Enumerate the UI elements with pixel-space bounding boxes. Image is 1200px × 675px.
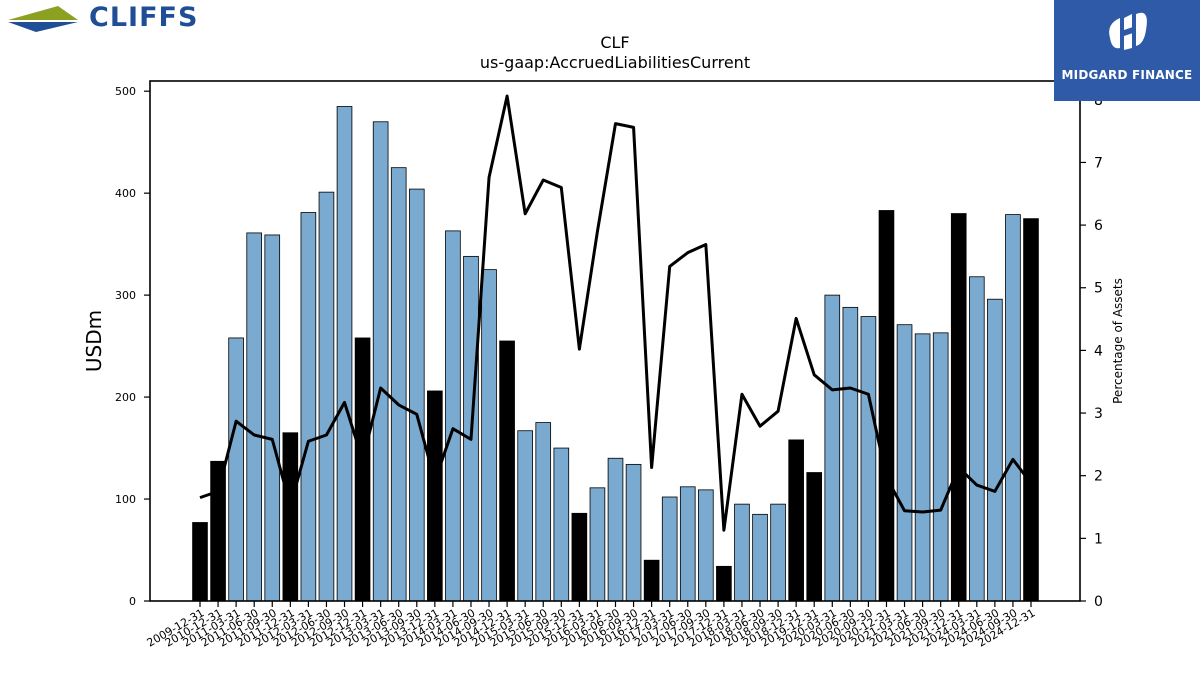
bar-2011-12-31 xyxy=(282,432,299,602)
bar-2024-06-30 xyxy=(987,298,1003,602)
left-y-axis: 0 100 200 300 400 500 xyxy=(115,85,150,608)
y-tick-label: 0 xyxy=(129,595,136,608)
bar-2016-06-30 xyxy=(607,457,624,602)
y2-tick-label: 0 xyxy=(1094,594,1103,610)
y-axis-label: USDm xyxy=(82,310,106,372)
bar-2017-12-31 xyxy=(716,565,732,602)
bar-2012-03-31 xyxy=(300,212,317,602)
bar-2010-12-31 xyxy=(210,460,226,602)
bar-2016-12-31 xyxy=(643,559,660,602)
bar-2013-12-31 xyxy=(427,390,443,602)
bar-2012-06-30 xyxy=(318,191,335,602)
bar-2020-06-30 xyxy=(842,306,859,602)
bar-2011-06-30 xyxy=(246,232,262,602)
y2-tick-label: 2 xyxy=(1094,469,1103,485)
bar-2015-03-31 xyxy=(517,430,533,602)
bar-series xyxy=(192,106,1039,602)
x-axis: 2009-12-312010-12-312011-03-312011-06-30… xyxy=(145,601,1038,650)
cliffs-logo-mark xyxy=(8,6,78,32)
y2-axis-label: Percentage of Assets xyxy=(1111,278,1125,404)
chart-subtitle: us-gaap:AccruedLiabilitiesCurrent xyxy=(480,53,750,72)
bar-2017-06-30 xyxy=(679,486,696,602)
bar-2021-06-30 xyxy=(914,333,931,602)
bar-2009-12-31 xyxy=(192,522,208,602)
bar-2014-03-31 xyxy=(445,230,461,602)
right-y-axis: 012345678 xyxy=(1080,93,1103,610)
y2-tick-label: 4 xyxy=(1094,343,1103,359)
bar-2011-03-31 xyxy=(228,337,244,602)
y2-tick-label: 5 xyxy=(1094,281,1103,297)
y2-tick-label: 7 xyxy=(1094,155,1103,171)
y-tick-label: 100 xyxy=(115,493,136,506)
bar-2019-12-31 xyxy=(806,472,823,602)
bar-2020-09-30 xyxy=(860,316,877,602)
bar-2024-03-31 xyxy=(969,276,985,602)
y2-tick-label: 6 xyxy=(1094,218,1103,234)
y2-tick-label: 1 xyxy=(1094,531,1103,547)
y-tick-label: 400 xyxy=(115,187,136,200)
bar-2013-06-30 xyxy=(390,167,407,602)
cliffs-logo-text: CLIFFS xyxy=(89,2,199,33)
bar-2011-09-30 xyxy=(264,234,281,602)
bar-2018-06-30 xyxy=(752,513,768,602)
y-tick-label: 500 xyxy=(115,85,136,98)
midgard-logo-text: MIDGARD FINANCE xyxy=(1061,68,1193,82)
bar-2015-06-30 xyxy=(535,422,552,602)
chart-title: CLF xyxy=(600,33,629,52)
cliffs-logo: CLIFFS xyxy=(8,2,248,38)
bar-2018-12-31 xyxy=(788,439,804,602)
bar-2021-09-30 xyxy=(932,332,949,602)
y-tick-label: 300 xyxy=(115,289,136,302)
bar-2013-03-31 xyxy=(372,121,389,602)
midgard-finance-logo: MIDGARD FINANCE xyxy=(1054,0,1200,101)
bar-2015-09-30 xyxy=(553,447,570,602)
bar-2024-09-30 xyxy=(1005,214,1021,602)
bar-2020-03-31 xyxy=(824,294,841,602)
bar-2014-09-30 xyxy=(481,269,497,602)
bar-2018-03-31 xyxy=(734,503,750,602)
bar-2016-03-31 xyxy=(589,487,606,602)
bar-2013-09-30 xyxy=(408,188,425,602)
bar-2012-12-31 xyxy=(354,337,371,602)
bar-2012-09-30 xyxy=(336,106,353,602)
percent-of-assets-line xyxy=(199,94,1033,532)
bar-2020-12-31 xyxy=(878,210,895,602)
y2-tick-label: 3 xyxy=(1094,406,1103,422)
bar-2017-03-31 xyxy=(661,496,678,602)
bar-2017-09-30 xyxy=(698,489,714,602)
midgard-logo-mark xyxy=(1109,12,1147,50)
bar-2018-09-30 xyxy=(770,503,786,602)
bar-2024-12-31 xyxy=(1023,218,1039,602)
bar-2021-12-31 xyxy=(950,213,967,602)
bar-2021-03-31 xyxy=(896,324,913,602)
bar-2015-12-31 xyxy=(571,512,588,602)
bar-2014-12-31 xyxy=(499,340,515,602)
bar-2016-09-30 xyxy=(625,463,642,602)
y-tick-label: 200 xyxy=(115,391,136,404)
